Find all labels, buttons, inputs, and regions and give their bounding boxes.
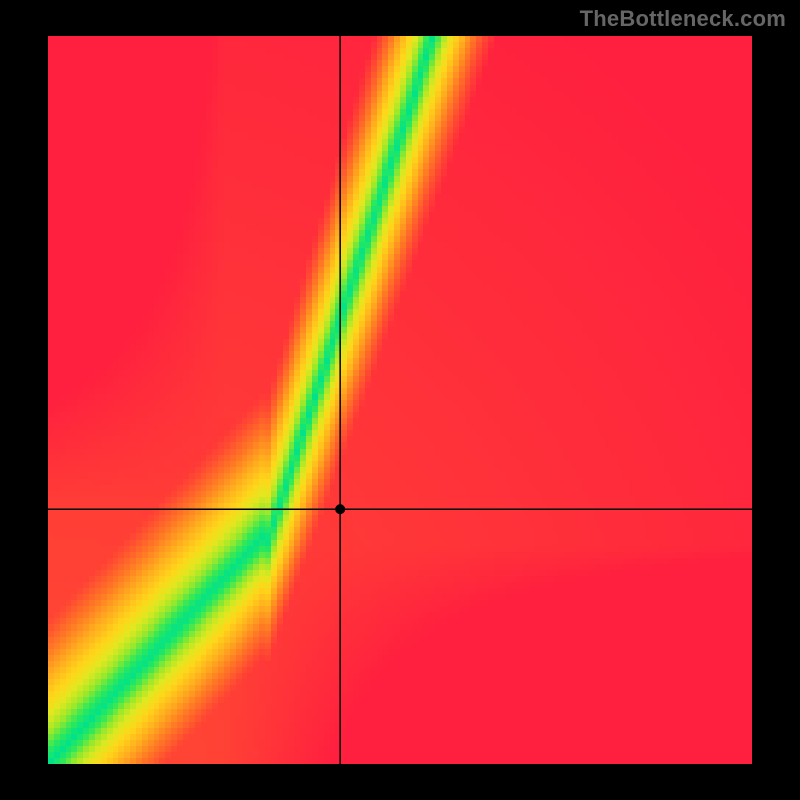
bottleneck-heatmap [0,0,800,800]
watermark-text: TheBottleneck.com [580,6,786,32]
